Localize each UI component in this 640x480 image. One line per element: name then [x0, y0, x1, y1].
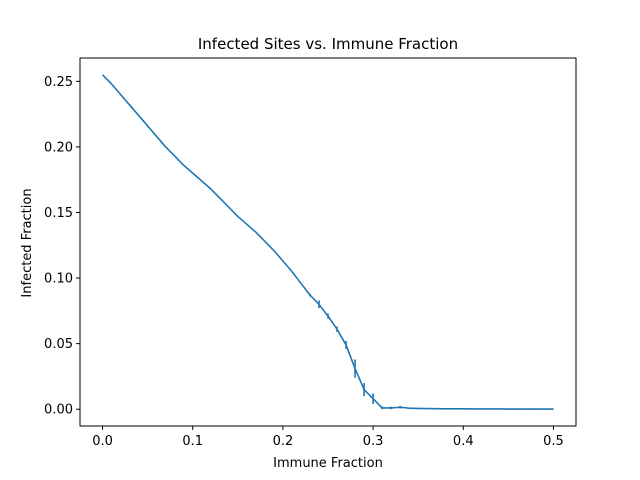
y-tick-label: 0.15 — [44, 206, 73, 221]
x-tick-label: 0.0 — [92, 434, 113, 449]
x-tick-label: 0.5 — [543, 434, 564, 449]
x-tick-label: 0.2 — [273, 434, 294, 449]
y-tick-label: 0.20 — [44, 140, 73, 155]
y-tick-label: 0.00 — [44, 403, 73, 418]
x-axis: 0.0 0.1 0.2 0.3 0.4 0.5 — [92, 426, 564, 449]
plot-area — [101, 74, 555, 410]
x-tick-label: 0.3 — [363, 434, 384, 449]
x-tick-label: 0.4 — [453, 434, 474, 449]
plot-frame — [79, 57, 577, 427]
chart-title: Infected Sites vs. Immune Fraction — [198, 35, 458, 53]
y-axis-label: Infected Fraction — [20, 188, 35, 297]
y-axis: 0.00 0.05 0.10 0.15 0.20 0.25 — [44, 75, 80, 418]
y-tick-label: 0.05 — [44, 337, 73, 352]
y-tick-label: 0.25 — [44, 75, 73, 90]
x-axis-label: Immune Fraction — [273, 456, 383, 471]
y-tick-label: 0.10 — [44, 272, 73, 287]
series-line — [101, 74, 554, 410]
x-tick-label: 0.1 — [182, 434, 203, 449]
